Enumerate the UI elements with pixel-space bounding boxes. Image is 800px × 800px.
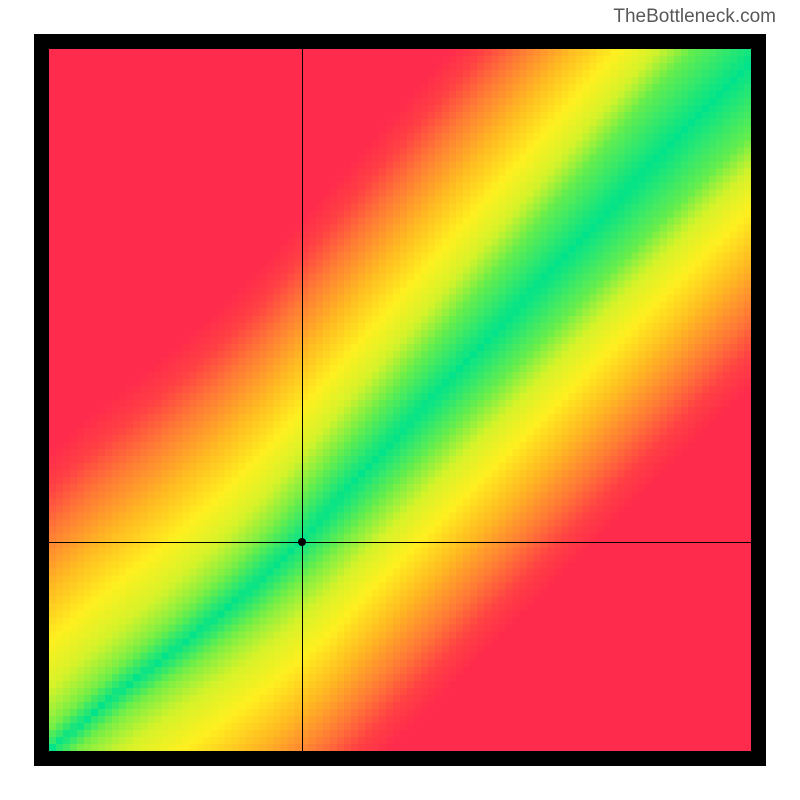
heatmap-canvas [49,49,751,751]
attribution-text: TheBottleneck.com [613,6,776,28]
crosshair-vertical [302,34,303,766]
container: TheBottleneck.com [0,0,800,800]
plot-frame [34,34,766,766]
crosshair-horizontal [34,542,766,543]
crosshair-marker [298,538,306,546]
